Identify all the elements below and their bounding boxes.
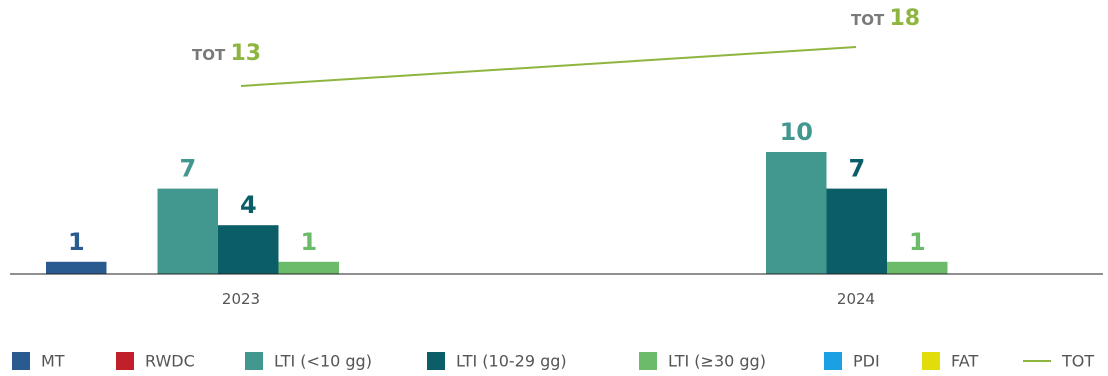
- bar-lti-10-gg-2023: [157, 188, 218, 274]
- legend-label-rwdc: RWDC: [145, 352, 195, 371]
- bar-lti-30-gg-2023: [278, 261, 339, 274]
- legend-label-lti-10-29-gg: LTI (10-29 gg): [456, 352, 567, 371]
- bar-label-lti-10-gg-2024: 10: [780, 118, 813, 146]
- bar-label-lti-30-gg-2024: 1: [909, 228, 926, 256]
- tot-label-2023: TOT 13: [192, 41, 261, 66]
- bar-lti-30-gg-2024: [887, 261, 948, 274]
- legend-swatch-mt: [12, 352, 30, 370]
- x-tick-2023: 2023: [222, 290, 260, 308]
- legend-label-tot: TOT: [1061, 352, 1094, 371]
- legend-label-lti-30-gg: LTI (≥30 gg): [668, 352, 766, 371]
- legend-label-lti-10-gg: LTI (<10 gg): [274, 352, 372, 371]
- x-tick-labels: 2023 2024: [222, 290, 875, 308]
- legend-swatch-lti-10-gg: [245, 352, 263, 370]
- bar-lti-10-gg-2024: [766, 152, 827, 274]
- bar-label-lti-10-29-gg-2024: 7: [848, 155, 865, 183]
- bar-label-mt-2023: 1: [68, 228, 85, 256]
- legend-swatch-rwdc: [116, 352, 134, 370]
- x-tick-2024: 2024: [837, 290, 875, 308]
- legend-swatch-pdi: [824, 352, 842, 370]
- bar-labels-group: 1 7 4 1 10 7 1: [68, 118, 926, 256]
- bar-label-lti-30-gg-2023: 1: [300, 228, 317, 256]
- bar-label-lti-10-gg-2023: 7: [179, 155, 196, 183]
- legend-swatch-lti-30-gg: [639, 352, 657, 370]
- bars-group: [46, 152, 948, 274]
- legend-swatch-fat: [922, 352, 940, 370]
- legend-swatch-lti-10-29-gg: [427, 352, 445, 370]
- bar-mt-2023: [46, 261, 107, 274]
- bar-lti-10-29-gg-2024: [826, 188, 887, 274]
- bar-label-lti-10-29-gg-2023: 4: [240, 191, 257, 219]
- bar-lti-10-29-gg-2023: [218, 225, 279, 274]
- legend-label-fat: FAT: [951, 352, 978, 371]
- legend: MT RWDC LTI (<10 gg) LTI (10-29 gg) LTI (≥30…: [12, 352, 1094, 371]
- tot-line-group: TOT 13 TOT 18: [192, 6, 920, 87]
- legend-label-pdi: PDI: [853, 352, 880, 371]
- tot-label-2024: TOT 18: [851, 6, 920, 31]
- legend-label-mt: MT: [41, 352, 65, 371]
- tot-line: [240, 46, 857, 87]
